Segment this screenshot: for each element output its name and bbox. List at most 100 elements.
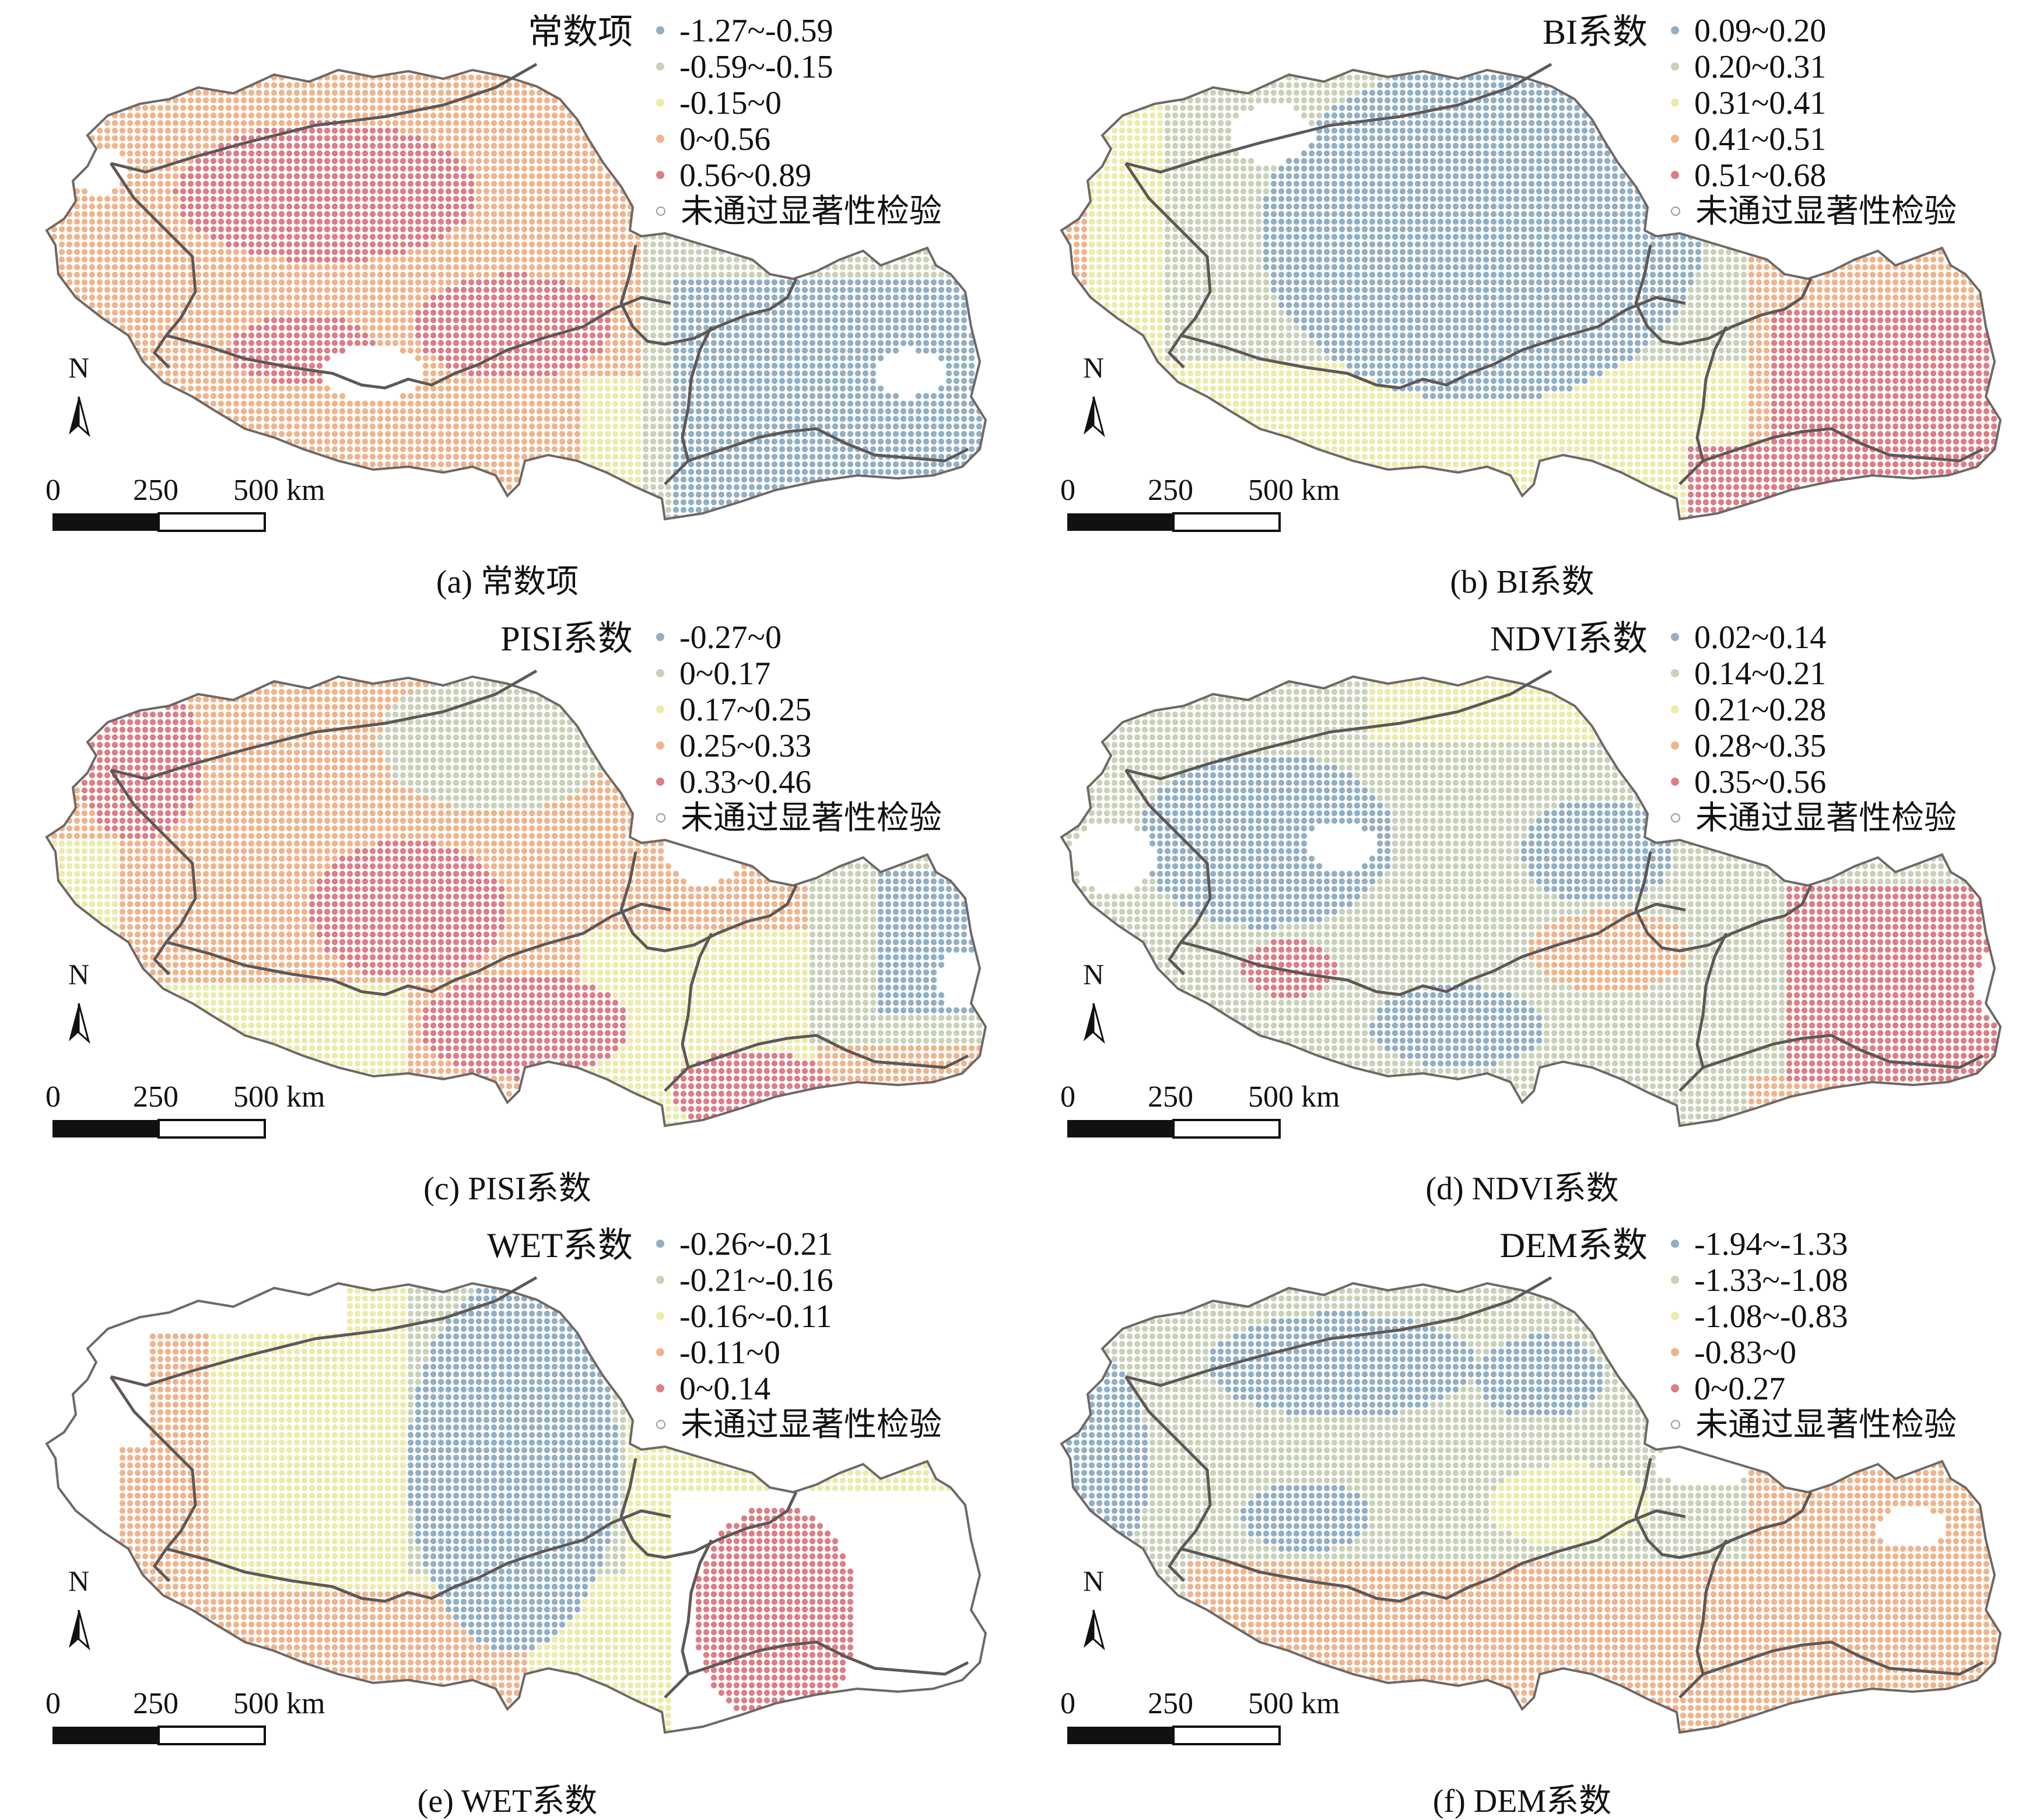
legend-label: 未通过显著性检验 bbox=[681, 800, 942, 836]
legend-item: -0.26~-0.21 bbox=[656, 1228, 833, 1261]
legend-item: -0.27~0 bbox=[656, 621, 782, 654]
legend-swatch bbox=[1671, 1384, 1679, 1392]
legend-label: 未通过显著性检验 bbox=[1695, 194, 1957, 230]
legend-label: -1.27~-0.59 bbox=[679, 13, 833, 49]
legend-label: 未通过显著性检验 bbox=[1695, 1407, 1957, 1443]
legend-swatch bbox=[1671, 1348, 1679, 1356]
legend-title: BI系数 bbox=[1543, 15, 1648, 50]
map-d bbox=[1015, 607, 2029, 1213]
legend-label: -0.26~-0.21 bbox=[679, 1226, 833, 1262]
legend-label: -1.33~-1.08 bbox=[1694, 1262, 1848, 1298]
legend-swatch bbox=[1671, 206, 1680, 216]
legend-item: 0.21~0.28 bbox=[1671, 694, 1826, 726]
north-arrow-icon bbox=[1084, 1610, 1103, 1648]
legend-label: 0.25~0.33 bbox=[679, 728, 811, 764]
scale-tick-label: 0 bbox=[1060, 1689, 1075, 1719]
panel-caption: (e) WET系数 bbox=[0, 1785, 1015, 1818]
legend-item: -1.08~-0.83 bbox=[1671, 1300, 1848, 1333]
scale-bar bbox=[52, 1120, 265, 1138]
north-label: N bbox=[68, 960, 89, 989]
scale-tick-label: 500 km bbox=[1248, 1082, 1340, 1112]
legend-item: 0.17~0.25 bbox=[656, 694, 811, 726]
legend-label: 0.21~0.28 bbox=[1694, 692, 1826, 728]
north-arrow-icon bbox=[69, 397, 89, 435]
north-label: N bbox=[1083, 1566, 1104, 1595]
north-label: N bbox=[68, 353, 89, 382]
north-label: N bbox=[1083, 353, 1104, 382]
legend-title: PISI系数 bbox=[500, 621, 633, 656]
scale-tick-label: 250 bbox=[1148, 1689, 1193, 1719]
legend-item: 0.28~0.35 bbox=[1671, 730, 1826, 762]
legend-item: 0.20~0.31 bbox=[1671, 51, 1826, 83]
legend-label: -1.94~-1.33 bbox=[1694, 1226, 1848, 1262]
legend-swatch bbox=[656, 741, 664, 750]
legend-label: 0.17~0.25 bbox=[679, 692, 811, 728]
legend-swatch bbox=[1671, 62, 1679, 71]
scale-tick-label: 250 bbox=[1148, 1082, 1193, 1112]
legend-label: 0.33~0.46 bbox=[679, 764, 811, 800]
legend-item: 0.35~0.56 bbox=[1671, 766, 1826, 799]
legend-label: -0.15~0 bbox=[679, 85, 782, 121]
legend-swatch bbox=[656, 99, 664, 107]
legend-item: 0.56~0.89 bbox=[656, 159, 811, 192]
legend-label: -1.08~-0.83 bbox=[1694, 1298, 1848, 1335]
scale-tick-label: 500 km bbox=[1248, 1689, 1340, 1719]
legend-item: -0.15~0 bbox=[656, 87, 782, 120]
legend-swatch bbox=[1671, 99, 1679, 107]
legend-swatch bbox=[656, 1240, 664, 1248]
panel-caption: (c) PISI系数 bbox=[0, 1172, 1015, 1205]
legend-label: -0.21~-0.16 bbox=[679, 1262, 833, 1298]
legend-label: 0~0.56 bbox=[679, 121, 770, 158]
legend-item: 0~0.56 bbox=[656, 123, 770, 156]
map-e bbox=[0, 1213, 1015, 1820]
legend-label: 0.56~0.89 bbox=[679, 158, 811, 194]
legend-label: 0.28~0.35 bbox=[1694, 728, 1826, 764]
legend-item: -0.16~-0.11 bbox=[656, 1300, 832, 1333]
legend-swatch bbox=[1671, 135, 1679, 143]
legend-item: -0.83~0 bbox=[1671, 1336, 1796, 1369]
dot-grid-e bbox=[120, 1288, 952, 1734]
legend-swatch bbox=[656, 705, 664, 713]
scale-tick-label: 500 km bbox=[233, 1689, 325, 1719]
legend-label: 未通过显著性检验 bbox=[681, 194, 942, 230]
legend-swatch bbox=[1671, 1240, 1679, 1248]
legend-swatch bbox=[1671, 669, 1679, 677]
legend-swatch bbox=[656, 1420, 665, 1429]
legend-swatch bbox=[656, 633, 664, 641]
north-label: N bbox=[68, 1566, 89, 1595]
legend-label: -0.16~-0.11 bbox=[679, 1298, 832, 1335]
legend-label: 未通过显著性检验 bbox=[681, 1407, 942, 1443]
scale-tick-label: 250 bbox=[133, 1082, 178, 1112]
legend-swatch bbox=[1671, 1312, 1679, 1320]
scale-bar bbox=[1067, 1120, 1280, 1138]
legend-swatch bbox=[1671, 705, 1679, 713]
legend-item: 0.33~0.46 bbox=[656, 766, 811, 799]
scale-tick-label: 500 km bbox=[233, 1082, 325, 1112]
legend-item: -0.21~-0.16 bbox=[656, 1264, 833, 1297]
legend-swatch bbox=[656, 135, 664, 143]
legend-item: 未通过显著性检验 bbox=[656, 1409, 942, 1441]
legend-item: 0.09~0.20 bbox=[1671, 15, 1826, 47]
legend-swatch bbox=[1671, 741, 1679, 750]
legend-label: 0.51~0.68 bbox=[1694, 158, 1826, 194]
legend-swatch bbox=[656, 778, 664, 786]
legend-swatch bbox=[656, 669, 664, 677]
scale-bar bbox=[1067, 513, 1280, 531]
scale-bar bbox=[52, 513, 265, 531]
legend-label: 0.09~0.20 bbox=[1694, 13, 1826, 49]
legend-label: 0.14~0.21 bbox=[1694, 656, 1826, 692]
legend-swatch bbox=[1671, 1276, 1679, 1284]
legend-label: -0.59~-0.15 bbox=[679, 49, 833, 85]
legend-item: 未通过显著性检验 bbox=[656, 802, 942, 835]
legend-swatch bbox=[656, 26, 664, 34]
legend-item: 未通过显著性检验 bbox=[1671, 195, 1957, 228]
panel-caption: (b) BI系数 bbox=[1015, 566, 2029, 598]
legend-item: 0.02~0.14 bbox=[1671, 621, 1826, 654]
legend-item: 0~0.14 bbox=[656, 1373, 770, 1405]
legend-label: -0.83~0 bbox=[1694, 1335, 1796, 1371]
legend-item: 0.41~0.51 bbox=[1671, 123, 1826, 156]
north-arrow-icon bbox=[69, 1003, 89, 1041]
